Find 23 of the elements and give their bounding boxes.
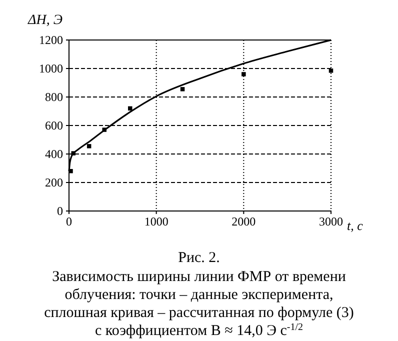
x-tick-label: 2000: [232, 214, 256, 229]
y-tick-label: 800: [45, 90, 63, 104]
point: [86, 144, 92, 148]
x-tick-label: 3000: [319, 214, 343, 229]
y-tick-label: 1000: [39, 61, 63, 76]
text: с коэффициентом B ≈ 14,0 Э с$^{-1/2}$: [94, 322, 304, 339]
text: Рис. 2.: [178, 250, 220, 266]
y-tick-label: 0: [57, 204, 63, 218]
point: [128, 106, 132, 111]
point: [328, 68, 334, 73]
x-axis-title: t, c: [347, 218, 364, 233]
y-tick-label: 400: [45, 146, 63, 161]
y-tick-label: 200: [45, 175, 63, 190]
y-tick-label: 600: [45, 118, 63, 132]
y-tick-label: 1200: [39, 32, 63, 47]
text: облучения: точки – данные эксперимента,: [64, 287, 334, 303]
point: [180, 87, 185, 92]
x-tick-label: 0: [66, 214, 72, 229]
y-axis-title: ΔH, Э: [27, 13, 62, 28]
text: Зависимость ширины линии ФМР от времени: [52, 269, 346, 285]
text: сплошная кривая – рассчитанная по формуле (3): [44, 305, 354, 321]
point: [242, 72, 246, 76]
x-tick-label: 1000: [144, 214, 168, 229]
